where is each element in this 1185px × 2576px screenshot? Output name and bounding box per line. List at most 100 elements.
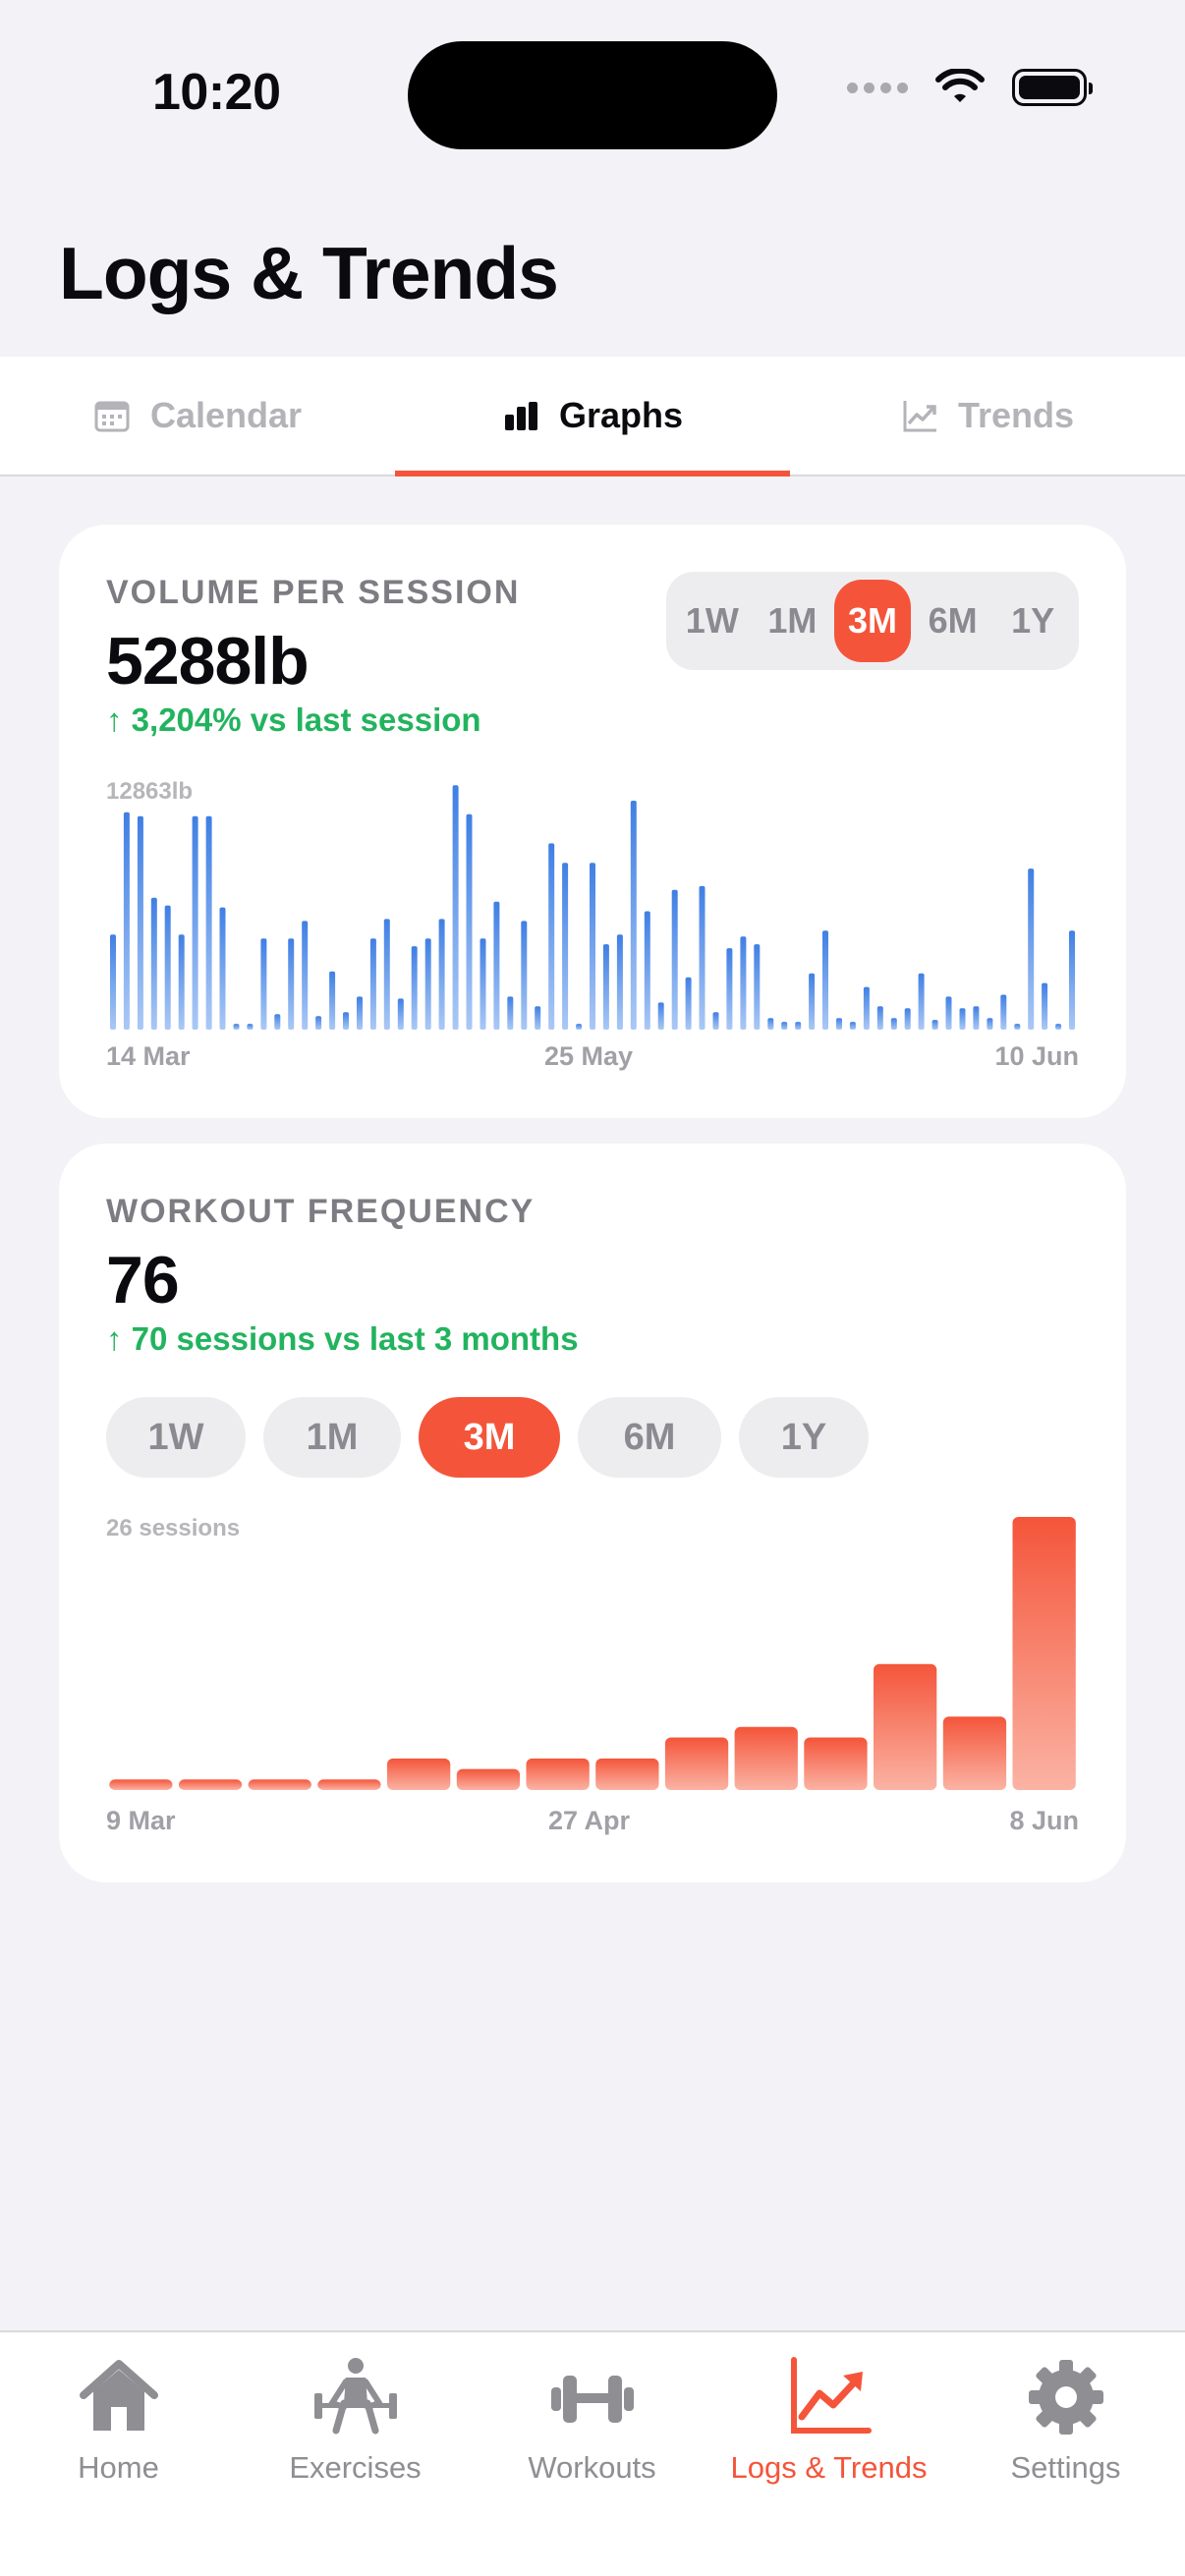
- volume-bar: [424, 938, 431, 1030]
- trend-line-icon: [903, 401, 936, 432]
- frequency-range-1w[interactable]: 1W: [106, 1397, 246, 1478]
- volume-bar: [110, 934, 116, 1030]
- volume-bar: [369, 938, 376, 1030]
- volume-bar: [576, 1024, 583, 1030]
- frequency-x-label-start: 9 Mar: [106, 1806, 176, 1835]
- frequency-range-1y[interactable]: 1Y: [739, 1397, 869, 1478]
- volume-bar: [274, 1014, 281, 1030]
- frequency-bar: [595, 1758, 659, 1790]
- tabbar-workouts[interactable]: Workouts: [474, 2332, 710, 2576]
- volume-bar: [767, 1018, 774, 1030]
- gear-icon: [1028, 2360, 1103, 2435]
- dumbbell-icon: [550, 2376, 634, 2423]
- volume-value: 5288lb: [106, 624, 310, 699]
- volume-bar: [904, 1008, 911, 1030]
- tabbar-home[interactable]: Home: [0, 2332, 237, 2576]
- frequency-value: 76: [106, 1243, 180, 1317]
- volume-bar: [918, 973, 925, 1030]
- tab-calendar-label: Calendar: [149, 395, 303, 435]
- wifi-icon: [935, 69, 985, 102]
- tab-trends-label: Trends: [957, 395, 1075, 435]
- volume-range-1m[interactable]: 1M: [767, 600, 818, 641]
- volume-bar: [740, 936, 747, 1030]
- volume-bar: [699, 885, 705, 1030]
- volume-x-label-mid: 25 May: [544, 1041, 634, 1071]
- volume-bar: [973, 1006, 980, 1030]
- bar-chart-icon: [504, 402, 537, 430]
- weightlifter-icon: [313, 2358, 397, 2435]
- volume-bar: [521, 921, 528, 1030]
- volume-bar: [397, 998, 404, 1030]
- volume-bar: [657, 1002, 664, 1030]
- volume-bar: [671, 889, 678, 1030]
- frequency-range-selector: 1W 1M 3M 6M 1Y: [106, 1397, 869, 1478]
- frequency-bar: [456, 1768, 521, 1790]
- volume-bar: [602, 944, 609, 1030]
- frequency-bar: [248, 1779, 311, 1790]
- volume-card-label: VOLUME PER SESSION: [106, 574, 521, 611]
- volume-per-session-card: VOLUME PER SESSION 5288lb ↑ 3,204% vs la…: [59, 525, 1126, 1118]
- volume-range-1w[interactable]: 1W: [685, 600, 739, 641]
- volume-bar: [754, 944, 761, 1030]
- volume-bar: [123, 812, 130, 1030]
- volume-bar: [726, 948, 733, 1030]
- volume-bar: [849, 1022, 856, 1030]
- dynamic-island: [408, 41, 777, 149]
- volume-bar: [411, 946, 418, 1030]
- volume-bar: [890, 1018, 897, 1030]
- volume-bar: [1028, 868, 1035, 1030]
- volume-range-6m[interactable]: 6M: [928, 600, 978, 641]
- volume-range-3m[interactable]: 3M: [833, 580, 911, 662]
- volume-bar: [357, 996, 363, 1030]
- frequency-chart: [109, 1517, 1076, 1790]
- volume-x-label-start: 14 Mar: [106, 1041, 191, 1071]
- volume-bar: [452, 785, 459, 1030]
- volume-bar: [685, 977, 692, 1030]
- volume-bar: [795, 1022, 802, 1030]
- frequency-delta: ↑ 70 sessions vs last 3 months: [106, 1320, 579, 1357]
- volume-bar: [809, 973, 816, 1030]
- tab-graphs[interactable]: Graphs: [395, 357, 790, 476]
- volume-bar: [959, 1008, 966, 1030]
- frequency-bar: [178, 1779, 243, 1790]
- frequency-range-1m[interactable]: 1M: [263, 1397, 401, 1478]
- tab-trends[interactable]: Trends: [790, 357, 1185, 475]
- volume-bar: [644, 911, 650, 1030]
- tabbar-exercises[interactable]: Exercises: [237, 2332, 474, 2576]
- frequency-bar: [317, 1779, 381, 1790]
- volume-bar: [987, 1018, 993, 1030]
- frequency-range-3m[interactable]: 3M: [419, 1397, 560, 1478]
- volume-bar: [192, 815, 198, 1030]
- battery-icon: [1012, 69, 1093, 106]
- volume-bar: [507, 996, 514, 1030]
- frequency-bar: [1012, 1517, 1076, 1790]
- volume-chart-max-label: 12863lb: [106, 778, 194, 805]
- tab-calendar[interactable]: Calendar: [0, 357, 395, 475]
- frequency-x-label-mid: 27 Apr: [548, 1806, 631, 1835]
- volume-bar: [288, 938, 295, 1030]
- tabbar-workouts-label: Workouts: [528, 2450, 656, 2485]
- frequency-bar: [874, 1663, 937, 1790]
- volume-bar: [630, 801, 637, 1030]
- tabbar-logs-trends[interactable]: Logs & Trends: [710, 2332, 947, 2576]
- volume-bar: [219, 907, 226, 1030]
- volume-range-1y[interactable]: 1Y: [1011, 600, 1055, 641]
- house-icon: [79, 2360, 158, 2431]
- volume-bar: [562, 863, 569, 1030]
- volume-bar: [466, 813, 473, 1030]
- volume-bar: [233, 1024, 240, 1030]
- volume-bar: [260, 938, 267, 1030]
- volume-bar: [1042, 982, 1048, 1030]
- volume-delta: ↑ 3,204% vs last session: [106, 701, 481, 738]
- frequency-card-label: WORKOUT FREQUENCY: [106, 1193, 536, 1230]
- frequency-range-6m[interactable]: 6M: [578, 1397, 721, 1478]
- volume-bar: [178, 934, 185, 1030]
- volume-bar: [247, 1024, 254, 1030]
- tabbar-settings-label: Settings: [1010, 2450, 1121, 2485]
- tabbar-settings[interactable]: Settings: [947, 2332, 1184, 2576]
- volume-bar: [438, 919, 445, 1030]
- frequency-bar: [734, 1726, 798, 1790]
- bottom-tab-bar: Home Exercises Workouts: [0, 2330, 1185, 2576]
- tabbar-logs-trends-label: Logs & Trends: [730, 2450, 928, 2485]
- status-time: 10:20: [152, 64, 281, 121]
